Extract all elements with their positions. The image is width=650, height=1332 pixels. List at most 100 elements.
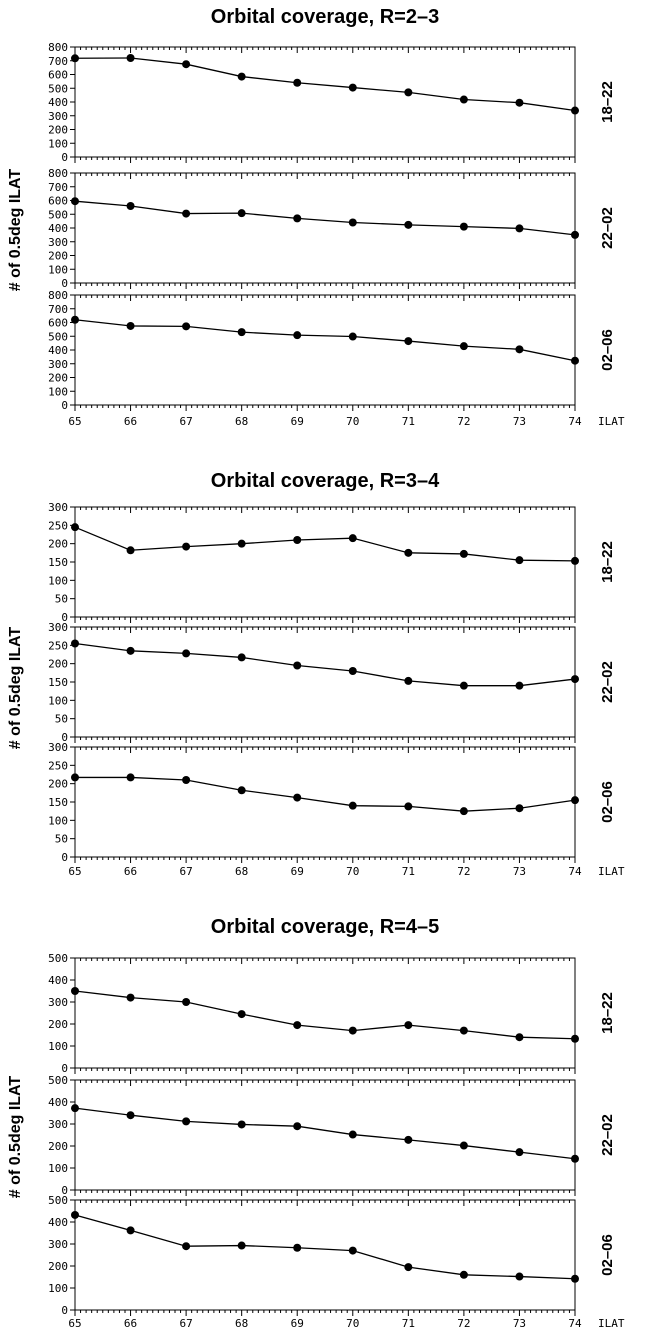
x-tick-label: 73 xyxy=(513,865,526,878)
y-tick-label: 50 xyxy=(55,833,68,846)
y-tick-label: 700 xyxy=(48,303,68,316)
data-point xyxy=(182,60,191,69)
data-point xyxy=(459,681,468,690)
data-point xyxy=(348,1026,357,1035)
data-point xyxy=(126,54,135,62)
data-point xyxy=(515,1148,524,1157)
chart-title: Orbital coverage, R=2–3 xyxy=(211,6,439,28)
y-tick-label: 100 xyxy=(48,137,68,150)
panel-label: 22–02 xyxy=(599,1114,616,1156)
data-point xyxy=(293,536,302,544)
data-point xyxy=(126,1226,135,1235)
y-tick-label: 500 xyxy=(48,1194,68,1207)
data-point xyxy=(237,1241,246,1250)
y-tick-label: 150 xyxy=(48,796,68,809)
y-tick-label: 500 xyxy=(48,952,68,965)
data-point xyxy=(404,1021,413,1030)
series-line-22–02 xyxy=(74,200,576,236)
data-point xyxy=(459,1026,468,1035)
y-tick-label: 700 xyxy=(48,181,68,194)
data-point xyxy=(237,209,246,218)
y-tick-label: 0 xyxy=(61,277,68,290)
y-tick-label: 0 xyxy=(61,151,68,164)
y-tick-label: 500 xyxy=(48,330,68,343)
y-tick-label: 300 xyxy=(48,110,68,123)
data-point xyxy=(126,773,135,782)
data-point xyxy=(571,1034,579,1043)
data-point xyxy=(237,653,246,662)
data-point xyxy=(126,993,135,1002)
y-tick-label: 200 xyxy=(48,538,68,551)
x-tick-label: 71 xyxy=(402,1317,415,1330)
y-tick-label: 300 xyxy=(48,1238,68,1251)
y-tick-label: 400 xyxy=(48,222,68,235)
y-tick-label: 500 xyxy=(48,82,68,95)
data-point xyxy=(404,548,413,557)
x-tick-label: 73 xyxy=(513,415,526,428)
data-point xyxy=(515,345,524,354)
x-tick-label: 72 xyxy=(457,865,470,878)
y-axis-label: # of 0.5deg ILAT xyxy=(7,627,24,750)
x-tick-label: 70 xyxy=(346,865,359,878)
series-line-02–06 xyxy=(74,319,576,362)
data-point xyxy=(571,675,579,684)
data-point xyxy=(71,1104,79,1113)
y-tick-label: 100 xyxy=(48,814,68,827)
data-point xyxy=(293,661,302,670)
y-tick-label: 150 xyxy=(48,556,68,569)
y-tick-label: 300 xyxy=(48,621,68,634)
y-tick-label: 200 xyxy=(48,1140,68,1153)
data-point xyxy=(237,786,246,795)
data-point xyxy=(459,222,468,231)
data-point xyxy=(182,542,191,551)
x-tick-label: 66 xyxy=(124,865,137,878)
y-tick-label: 300 xyxy=(48,996,68,1009)
data-point xyxy=(71,523,79,532)
panel-frame xyxy=(74,626,576,738)
data-point xyxy=(571,796,579,805)
data-point xyxy=(126,646,135,655)
data-point xyxy=(404,1135,413,1144)
y-tick-label: 300 xyxy=(48,236,68,249)
y-tick-label: 200 xyxy=(48,1260,68,1273)
data-point xyxy=(237,72,246,81)
data-point xyxy=(459,549,468,558)
data-point xyxy=(348,1130,357,1139)
data-point xyxy=(237,1120,246,1129)
data-point xyxy=(571,230,579,239)
y-tick-label: 0 xyxy=(61,731,68,744)
data-point xyxy=(71,1210,79,1219)
x-tick-label: 65 xyxy=(68,1317,81,1330)
data-point xyxy=(293,331,302,340)
series-line-02–06 xyxy=(74,1214,576,1280)
data-point xyxy=(126,1111,135,1120)
data-point xyxy=(459,342,468,351)
data-point xyxy=(293,1122,302,1131)
data-point xyxy=(459,807,468,816)
data-point xyxy=(237,1010,246,1019)
x-tick-label: 66 xyxy=(124,415,137,428)
x-tick-label: 69 xyxy=(291,415,304,428)
x-tick-label: 66 xyxy=(124,1317,137,1330)
y-tick-label: 100 xyxy=(48,1162,68,1175)
y-tick-label: 400 xyxy=(48,344,68,357)
y-tick-label: 50 xyxy=(55,713,68,726)
data-point xyxy=(293,1021,302,1030)
data-point xyxy=(404,676,413,685)
y-axis-label: # of 0.5deg ILAT xyxy=(7,1076,24,1199)
x-axis-label: ILAT xyxy=(598,415,625,428)
x-tick-label: 67 xyxy=(179,865,192,878)
panel-label: 22–02 xyxy=(599,207,616,249)
y-tick-label: 800 xyxy=(48,289,68,302)
y-tick-label: 300 xyxy=(48,1118,68,1131)
y-tick-label: 800 xyxy=(48,41,68,54)
panel-frame xyxy=(74,1079,576,1191)
y-tick-label: 200 xyxy=(48,250,68,263)
x-tick-label: 74 xyxy=(568,1317,582,1330)
data-point xyxy=(182,649,191,658)
data-point xyxy=(515,681,524,690)
y-tick-label: 100 xyxy=(48,574,68,587)
y-tick-label: 0 xyxy=(61,399,68,412)
x-tick-label: 69 xyxy=(291,865,304,878)
y-tick-label: 0 xyxy=(61,1184,68,1197)
